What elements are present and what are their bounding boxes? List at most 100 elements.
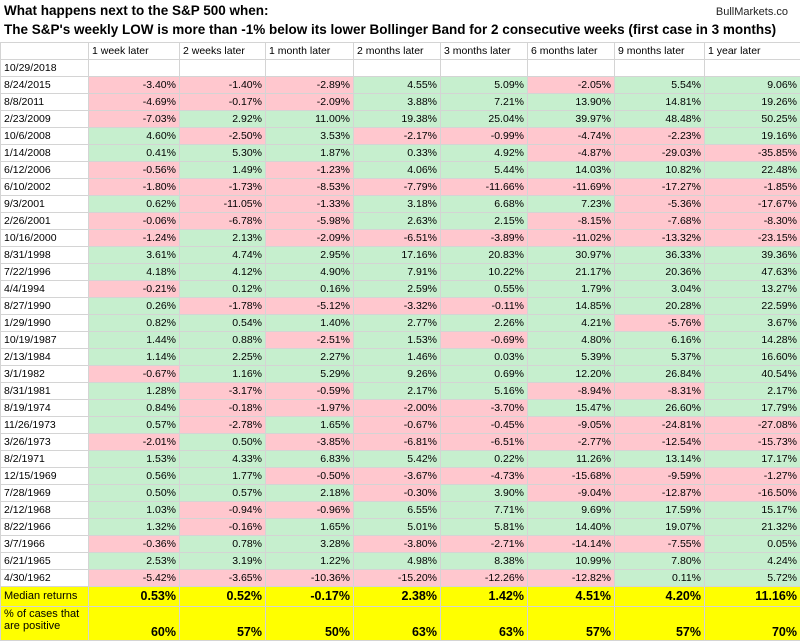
column-header: 3 months later <box>441 43 528 60</box>
column-header: 6 months later <box>528 43 615 60</box>
value-cell: 4.18% <box>89 264 180 281</box>
value-cell: -0.16% <box>180 519 266 536</box>
value-cell: -11.69% <box>528 179 615 196</box>
value-cell: -8.94% <box>528 383 615 400</box>
value-cell <box>180 60 266 77</box>
value-cell: 4.24% <box>705 553 800 570</box>
value-cell: -0.67% <box>89 366 180 383</box>
date-cell: 9/3/2001 <box>1 196 89 213</box>
date-cell: 12/15/1969 <box>1 468 89 485</box>
value-cell: 5.39% <box>528 349 615 366</box>
value-cell: -2.51% <box>266 332 354 349</box>
value-cell: 8.38% <box>441 553 528 570</box>
date-cell: 3/26/1973 <box>1 434 89 451</box>
summary-value: 57% <box>528 607 615 641</box>
value-cell: 0.82% <box>89 315 180 332</box>
table-row: 4/4/1994-0.21%0.12%0.16%2.59%0.55%1.79%3… <box>1 281 800 298</box>
value-cell: -6.51% <box>354 230 441 247</box>
date-cell: 8/31/1981 <box>1 383 89 400</box>
value-cell: 0.88% <box>180 332 266 349</box>
value-cell: -2.01% <box>89 434 180 451</box>
summary-value: 0.53% <box>89 587 180 607</box>
value-cell <box>89 60 180 77</box>
date-cell: 7/22/1996 <box>1 264 89 281</box>
value-cell: 0.62% <box>89 196 180 213</box>
value-cell: 21.17% <box>528 264 615 281</box>
value-cell: 7.21% <box>441 94 528 111</box>
value-cell: -16.50% <box>705 485 800 502</box>
value-cell: 2.26% <box>441 315 528 332</box>
date-cell: 2/23/2009 <box>1 111 89 128</box>
value-cell: 0.78% <box>180 536 266 553</box>
summary-value: 70% <box>705 607 800 641</box>
value-cell: 2.17% <box>354 383 441 400</box>
value-cell: -8.53% <box>266 179 354 196</box>
value-cell: 7.23% <box>528 196 615 213</box>
value-cell: -0.96% <box>266 502 354 519</box>
value-cell: 20.36% <box>615 264 705 281</box>
value-cell: 0.57% <box>180 485 266 502</box>
date-cell: 1/29/1990 <box>1 315 89 332</box>
value-cell: -12.82% <box>528 570 615 587</box>
summary-value: 4.20% <box>615 587 705 607</box>
summary-value: 50% <box>266 607 354 641</box>
table-row: 6/10/2002-1.80%-1.73%-8.53%-7.79%-11.66%… <box>1 179 800 196</box>
value-cell: -6.81% <box>354 434 441 451</box>
source-label: BullMarkets.co <box>716 6 788 18</box>
value-cell: -12.87% <box>615 485 705 502</box>
table-row: 3/26/1973-2.01%0.50%-3.85%-6.81%-6.51%-2… <box>1 434 800 451</box>
value-cell: 5.42% <box>354 451 441 468</box>
value-cell: -1.40% <box>180 77 266 94</box>
value-cell: -2.09% <box>266 230 354 247</box>
value-cell: -8.15% <box>528 213 615 230</box>
value-cell: -0.17% <box>180 94 266 111</box>
value-cell: 15.47% <box>528 400 615 417</box>
value-cell: -1.23% <box>266 162 354 179</box>
value-cell <box>266 60 354 77</box>
value-cell: -27.08% <box>705 417 800 434</box>
value-cell: -2.89% <box>266 77 354 94</box>
date-cell: 4/30/1962 <box>1 570 89 587</box>
value-cell: -0.30% <box>354 485 441 502</box>
value-cell: 50.25% <box>705 111 800 128</box>
value-cell: 0.03% <box>441 349 528 366</box>
value-cell: 1.40% <box>266 315 354 332</box>
value-cell: -7.55% <box>615 536 705 553</box>
value-cell: -3.80% <box>354 536 441 553</box>
value-cell: -9.59% <box>615 468 705 485</box>
date-cell: 3/7/1966 <box>1 536 89 553</box>
value-cell: 0.54% <box>180 315 266 332</box>
value-cell: 10.99% <box>528 553 615 570</box>
value-cell: 3.88% <box>354 94 441 111</box>
value-cell <box>615 60 705 77</box>
value-cell: 3.18% <box>354 196 441 213</box>
value-cell: 22.59% <box>705 298 800 315</box>
value-cell: -17.27% <box>615 179 705 196</box>
value-cell: -1.80% <box>89 179 180 196</box>
value-cell: -1.27% <box>705 468 800 485</box>
table-row: 2/23/2009-7.03%2.92%11.00%19.38%25.04%39… <box>1 111 800 128</box>
date-cell: 2/13/1984 <box>1 349 89 366</box>
value-cell <box>441 60 528 77</box>
value-cell: -0.45% <box>441 417 528 434</box>
table-row: 2/26/2001-0.06%-6.78%-5.98%2.63%2.15%-8.… <box>1 213 800 230</box>
value-cell: 4.92% <box>441 145 528 162</box>
value-cell: -5.76% <box>615 315 705 332</box>
value-cell: -8.31% <box>615 383 705 400</box>
summary-value: 1.42% <box>441 587 528 607</box>
value-cell: 2.25% <box>180 349 266 366</box>
value-cell: 20.83% <box>441 247 528 264</box>
value-cell: 19.38% <box>354 111 441 128</box>
value-cell: -2.77% <box>528 434 615 451</box>
